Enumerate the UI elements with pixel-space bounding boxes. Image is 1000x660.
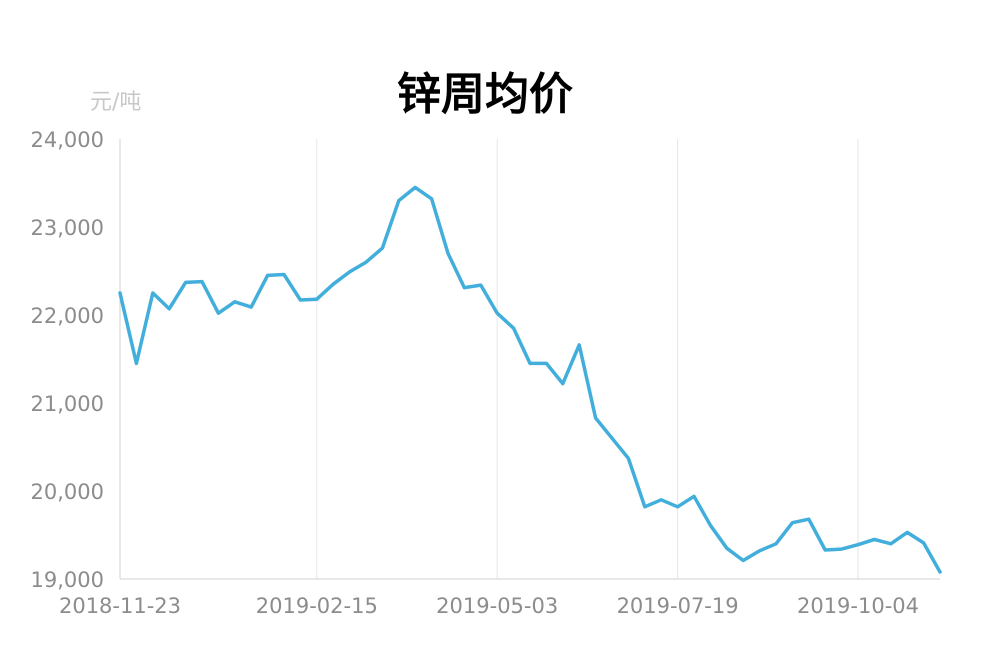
data-point — [184, 280, 188, 284]
data-point — [561, 382, 565, 386]
data-point — [151, 291, 155, 295]
data-point — [167, 307, 171, 311]
data-point — [790, 521, 794, 525]
data-point — [708, 523, 712, 527]
data-point — [905, 530, 909, 534]
data-point — [380, 246, 384, 250]
data-point — [462, 286, 466, 290]
y-tick-label: 20,000 — [31, 480, 104, 504]
price-series-line — [118, 185, 942, 574]
data-point — [922, 541, 926, 545]
data-point — [692, 494, 696, 498]
x-axis-ticks: 2018-11-23 2019-02-15 2019-05-03 2019-07-19… — [59, 594, 919, 618]
data-point — [758, 549, 762, 553]
data-point — [889, 542, 893, 546]
data-point — [266, 273, 270, 277]
data-point — [725, 546, 729, 550]
data-point — [544, 361, 548, 365]
data-point — [495, 311, 499, 315]
x-tick-label: 2018-11-23 — [59, 594, 181, 618]
data-point — [840, 547, 844, 551]
data-point — [200, 280, 204, 284]
x-tick-label: 2019-10-04 — [797, 594, 919, 618]
y-axis-unit-label: 元/吨 — [90, 90, 142, 115]
x-tick-label: 2019-07-19 — [617, 594, 739, 618]
data-point — [807, 517, 811, 521]
price-points — [118, 185, 942, 574]
data-point — [626, 456, 630, 460]
data-point — [938, 570, 942, 574]
data-point — [643, 505, 647, 509]
data-point — [856, 543, 860, 547]
x-tick-label: 2019-02-15 — [256, 594, 378, 618]
y-tick-label: 19,000 — [31, 568, 104, 592]
data-point — [479, 283, 483, 287]
data-point — [528, 361, 532, 365]
y-axis-ticks: 24,000 23,000 22,000 21,000 20,000 19,000 — [31, 128, 104, 592]
data-point — [430, 197, 434, 201]
data-point — [397, 199, 401, 203]
data-point — [512, 326, 516, 330]
data-point — [774, 542, 778, 546]
data-point — [249, 305, 253, 309]
data-point — [823, 548, 827, 552]
y-tick-label: 23,000 — [31, 216, 104, 240]
data-point — [233, 300, 237, 304]
data-point — [610, 436, 614, 440]
data-point — [216, 311, 220, 315]
data-point — [298, 298, 302, 302]
data-point — [872, 537, 876, 541]
data-point — [331, 282, 335, 286]
y-tick-label: 22,000 — [31, 304, 104, 328]
data-point — [413, 185, 417, 189]
data-point — [348, 270, 352, 274]
data-point — [364, 260, 368, 264]
data-point — [282, 273, 286, 277]
data-point — [446, 251, 450, 255]
data-point — [577, 343, 581, 347]
chart-title: 锌周均价 — [397, 69, 573, 120]
x-tick-label: 2019-05-03 — [436, 594, 558, 618]
data-point — [676, 505, 680, 509]
data-point — [741, 559, 745, 563]
y-tick-label: 21,000 — [31, 392, 104, 416]
data-point — [315, 297, 319, 301]
data-point — [118, 291, 122, 295]
data-point — [134, 361, 138, 365]
y-tick-label: 24,000 — [31, 128, 104, 152]
data-point — [659, 498, 663, 502]
data-point — [594, 416, 598, 420]
